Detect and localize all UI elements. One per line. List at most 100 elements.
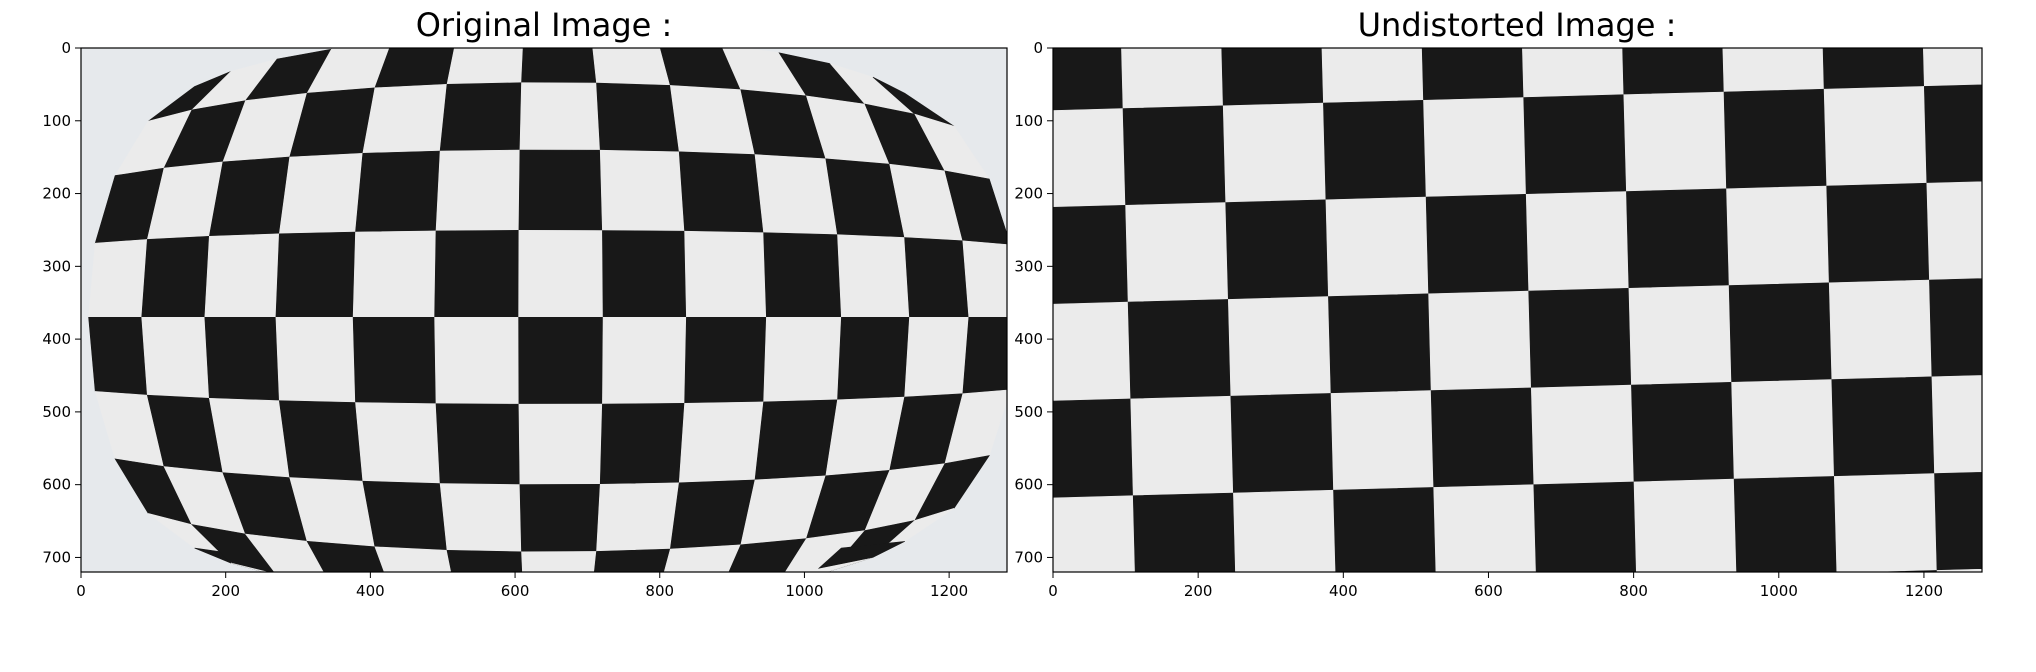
light-square bbox=[1731, 379, 1835, 480]
light-square bbox=[1325, 196, 1429, 297]
panel-title-original: Original Image : bbox=[416, 6, 673, 44]
light-square bbox=[1018, 0, 1121, 15]
light-square bbox=[1633, 478, 1737, 572]
dark-square bbox=[1822, 48, 1925, 90]
light-square bbox=[599, 149, 685, 232]
light-square bbox=[1525, 191, 1630, 292]
light-square bbox=[518, 229, 604, 318]
light-square bbox=[763, 316, 842, 403]
x-tick-label: 400 bbox=[1329, 582, 1358, 600]
x-tick-label: 1000 bbox=[1760, 582, 1798, 600]
dark-square bbox=[1053, 398, 1134, 499]
dark-square bbox=[904, 237, 970, 318]
dark-square bbox=[659, 48, 742, 91]
dark-square bbox=[1723, 88, 1828, 190]
axes-frame-original bbox=[80, 47, 1008, 573]
dark-square bbox=[817, 541, 905, 569]
y-tick-label: 300 bbox=[1014, 257, 1043, 275]
dark-square bbox=[1826, 182, 1930, 284]
light-square bbox=[602, 316, 687, 405]
light-square bbox=[352, 230, 437, 318]
light-square bbox=[684, 230, 767, 318]
dark-square bbox=[2022, 0, 2036, 84]
dark-square bbox=[1940, 664, 2036, 672]
y-tick-label: 700 bbox=[42, 548, 71, 566]
dark-square bbox=[1923, 84, 1982, 184]
light-square bbox=[1227, 296, 1332, 397]
dark-square bbox=[208, 156, 291, 237]
light-square bbox=[695, 582, 779, 609]
dark-square bbox=[1533, 481, 1637, 572]
x-tick-label: 0 bbox=[76, 582, 86, 600]
dark-square bbox=[684, 316, 767, 404]
dark-square bbox=[599, 402, 685, 485]
dark-square bbox=[1626, 188, 1730, 289]
dark-square bbox=[439, 82, 522, 152]
light-square bbox=[1053, 495, 1136, 572]
dark-square bbox=[2032, 371, 2036, 471]
undistorted-checkerboard bbox=[918, 0, 2036, 672]
dark-square bbox=[204, 316, 280, 402]
light-square bbox=[439, 483, 522, 553]
y-tick-label: 300 bbox=[42, 257, 71, 275]
dark-square bbox=[519, 483, 601, 553]
dark-square bbox=[1523, 94, 1627, 195]
dark-square bbox=[1430, 387, 1535, 488]
light-square bbox=[1423, 97, 1527, 198]
dark-square bbox=[524, 599, 592, 621]
light-square bbox=[663, 544, 742, 572]
dark-square bbox=[2027, 178, 2036, 278]
light-square bbox=[1222, 102, 1327, 203]
dark-square bbox=[918, 0, 1021, 17]
dark-square bbox=[355, 150, 441, 233]
light-square bbox=[1433, 484, 1537, 572]
undistorted-image bbox=[918, 0, 2036, 672]
dark-square bbox=[1323, 99, 1427, 201]
dark-square bbox=[352, 316, 437, 405]
dark-square bbox=[278, 400, 364, 482]
dark-square bbox=[434, 229, 520, 318]
light-square bbox=[1623, 91, 1727, 192]
light-square bbox=[1136, 590, 1239, 672]
x-tick-label: 200 bbox=[211, 582, 240, 600]
dark-square bbox=[1934, 471, 1982, 571]
dark-square bbox=[1053, 48, 1124, 111]
light-square bbox=[935, 595, 1038, 672]
light-square bbox=[278, 152, 364, 235]
dark-square bbox=[141, 235, 210, 318]
y-tick-label: 500 bbox=[1014, 403, 1043, 421]
original-image bbox=[81, 48, 1007, 621]
x-tick-label: 400 bbox=[356, 582, 385, 600]
y-axis-undistorted: 0 100 200 300 400 500 600 700 bbox=[1014, 39, 1053, 566]
dark-square bbox=[1637, 576, 1740, 672]
light-square bbox=[1418, 0, 1521, 4]
dark-square bbox=[88, 316, 148, 396]
dark-square bbox=[728, 538, 807, 572]
dark-square bbox=[1831, 376, 1935, 477]
light-square bbox=[1833, 473, 1938, 572]
light-square bbox=[275, 316, 356, 403]
dark-square bbox=[1528, 287, 1632, 389]
light-square bbox=[596, 482, 680, 552]
light-square bbox=[1125, 202, 1229, 303]
light-square bbox=[362, 83, 448, 154]
light-square bbox=[1828, 279, 1933, 380]
dark-square bbox=[1728, 282, 1833, 383]
light-square bbox=[754, 154, 838, 236]
light-square bbox=[904, 316, 970, 398]
light-square bbox=[1330, 390, 1435, 491]
x-tick-label: 1200 bbox=[1905, 582, 1943, 600]
light-square bbox=[141, 316, 210, 399]
light-square bbox=[837, 234, 910, 318]
x-tick-label: 1200 bbox=[930, 582, 968, 600]
y-tick-label: 200 bbox=[1014, 185, 1043, 203]
dark-square bbox=[1519, 0, 1622, 1]
dark-square bbox=[1122, 105, 1227, 206]
dark-square bbox=[1132, 492, 1236, 572]
dark-square bbox=[593, 548, 671, 572]
dark-square bbox=[518, 316, 604, 405]
y-tick-label: 700 bbox=[1014, 548, 1043, 566]
dark-square bbox=[275, 231, 356, 318]
light-square bbox=[519, 82, 601, 151]
light-square bbox=[457, 597, 527, 620]
